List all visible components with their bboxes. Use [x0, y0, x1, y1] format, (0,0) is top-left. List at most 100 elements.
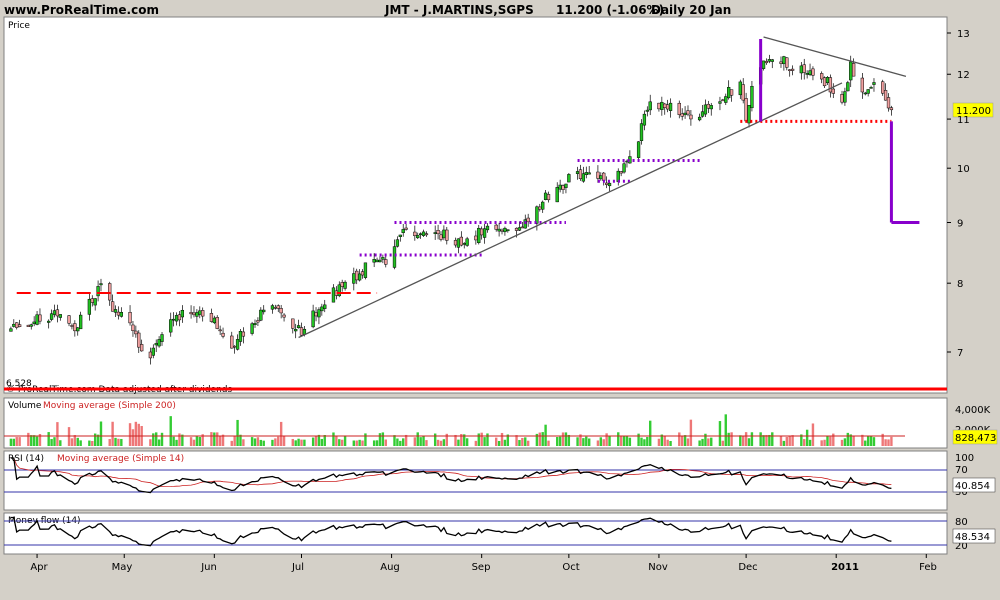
volume-bar: [788, 435, 791, 446]
candle-body: [851, 63, 856, 77]
candle-body: [99, 283, 103, 286]
volume-bar: [742, 436, 745, 446]
volume-bar: [384, 439, 387, 446]
candle-body: [337, 284, 341, 297]
volume-bar: [561, 432, 565, 446]
volume-bar: [637, 433, 640, 446]
candle-body: [546, 194, 551, 201]
volume-bar: [120, 438, 123, 446]
annotation-layer: [16, 36, 920, 339]
rsi-tick-30: 30: [955, 487, 968, 498]
candle-body: [416, 235, 420, 239]
candle-body: [558, 184, 562, 190]
candle-body: [872, 82, 876, 85]
volume-bar: [192, 439, 196, 446]
candle-body: [863, 92, 867, 95]
candle-body: [883, 90, 888, 101]
volume-bar: [364, 433, 367, 446]
volume-bar: [657, 438, 661, 446]
candle-body: [340, 282, 344, 287]
volume-bar: [88, 440, 91, 446]
candle-body: [233, 345, 237, 348]
volume-bar: [884, 439, 887, 446]
rsi-line: [10, 457, 892, 494]
candle-body: [78, 314, 83, 330]
candle-body: [881, 81, 885, 94]
candle-body: [218, 329, 222, 332]
candle-body: [802, 64, 806, 73]
volume-bar: [779, 435, 783, 446]
candle-body: [436, 229, 440, 235]
candle-body: [331, 287, 336, 303]
volume-bar: [503, 439, 507, 446]
candle-body: [517, 227, 522, 231]
candle-body: [767, 59, 772, 62]
volume-bar: [128, 423, 132, 446]
volume-bar: [649, 420, 652, 446]
candle-body: [459, 236, 463, 246]
volume-bar: [486, 433, 489, 446]
time-tick-label: Dec: [738, 562, 757, 573]
price-axis: 7 8 9 10 11 12 13: [947, 29, 970, 359]
price-panel[interactable]: [3, 16, 948, 394]
volume-bar: [538, 432, 541, 446]
candle-body: [32, 321, 36, 324]
candle-body: [703, 104, 708, 115]
candle-body: [113, 309, 118, 313]
candle-body: [73, 323, 77, 332]
volume-bar: [402, 438, 405, 446]
volume-bar: [416, 432, 419, 446]
volume-bar: [497, 440, 501, 446]
candle-body: [729, 89, 734, 96]
volume-bar: [683, 435, 687, 446]
volume-bar: [500, 432, 504, 446]
candle-body: [663, 103, 667, 108]
volume-ma-label: Moving average (Simple 200): [43, 401, 176, 411]
volume-bar: [332, 432, 335, 446]
candle-body: [238, 331, 243, 342]
site-name[interactable]: www.ProRealTime.com: [4, 3, 159, 17]
volume-bar: [152, 433, 155, 446]
volume-bar: [198, 436, 201, 446]
candle-body: [212, 317, 216, 324]
volume-bar: [38, 434, 42, 446]
candle-body: [503, 227, 507, 233]
candle-body: [442, 229, 446, 239]
candle-body: [262, 309, 266, 313]
candle-body: [764, 61, 769, 64]
candle-body: [96, 286, 100, 297]
candle-body: [93, 298, 97, 306]
volume-bar: [70, 438, 74, 446]
rsi-panel[interactable]: [3, 450, 948, 511]
price-tick-label: 10: [957, 164, 970, 175]
volume-bar: [149, 439, 152, 446]
price-tick-label: 13: [957, 29, 970, 40]
candle-body: [485, 225, 490, 231]
candle-body: [825, 77, 830, 84]
candle-body: [724, 96, 728, 103]
rsi-layer: [10, 457, 892, 494]
price-tick-label: 12: [957, 70, 970, 81]
last-price-box: [952, 102, 994, 118]
candle-body: [55, 309, 60, 317]
volume-bar: [79, 440, 82, 446]
candle-body: [747, 104, 751, 124]
candle-body: [660, 101, 664, 110]
candle-body: [17, 324, 22, 327]
rising-trendline: [298, 82, 843, 339]
mfi-tick-80: 80: [955, 517, 968, 528]
volume-bar: [32, 435, 36, 446]
candle-body: [683, 112, 687, 116]
volume-bar: [259, 439, 263, 446]
volume-bar: [800, 434, 803, 446]
volume-bar: [869, 435, 873, 446]
candle-body: [828, 77, 833, 93]
candle-body: [169, 319, 173, 333]
volume-bar: [172, 436, 175, 446]
candle-body: [480, 228, 484, 236]
candle-body: [375, 259, 379, 263]
candle-body: [235, 339, 240, 350]
candle-body: [785, 57, 789, 68]
candle-body: [439, 234, 443, 240]
volume-bar: [99, 421, 103, 446]
